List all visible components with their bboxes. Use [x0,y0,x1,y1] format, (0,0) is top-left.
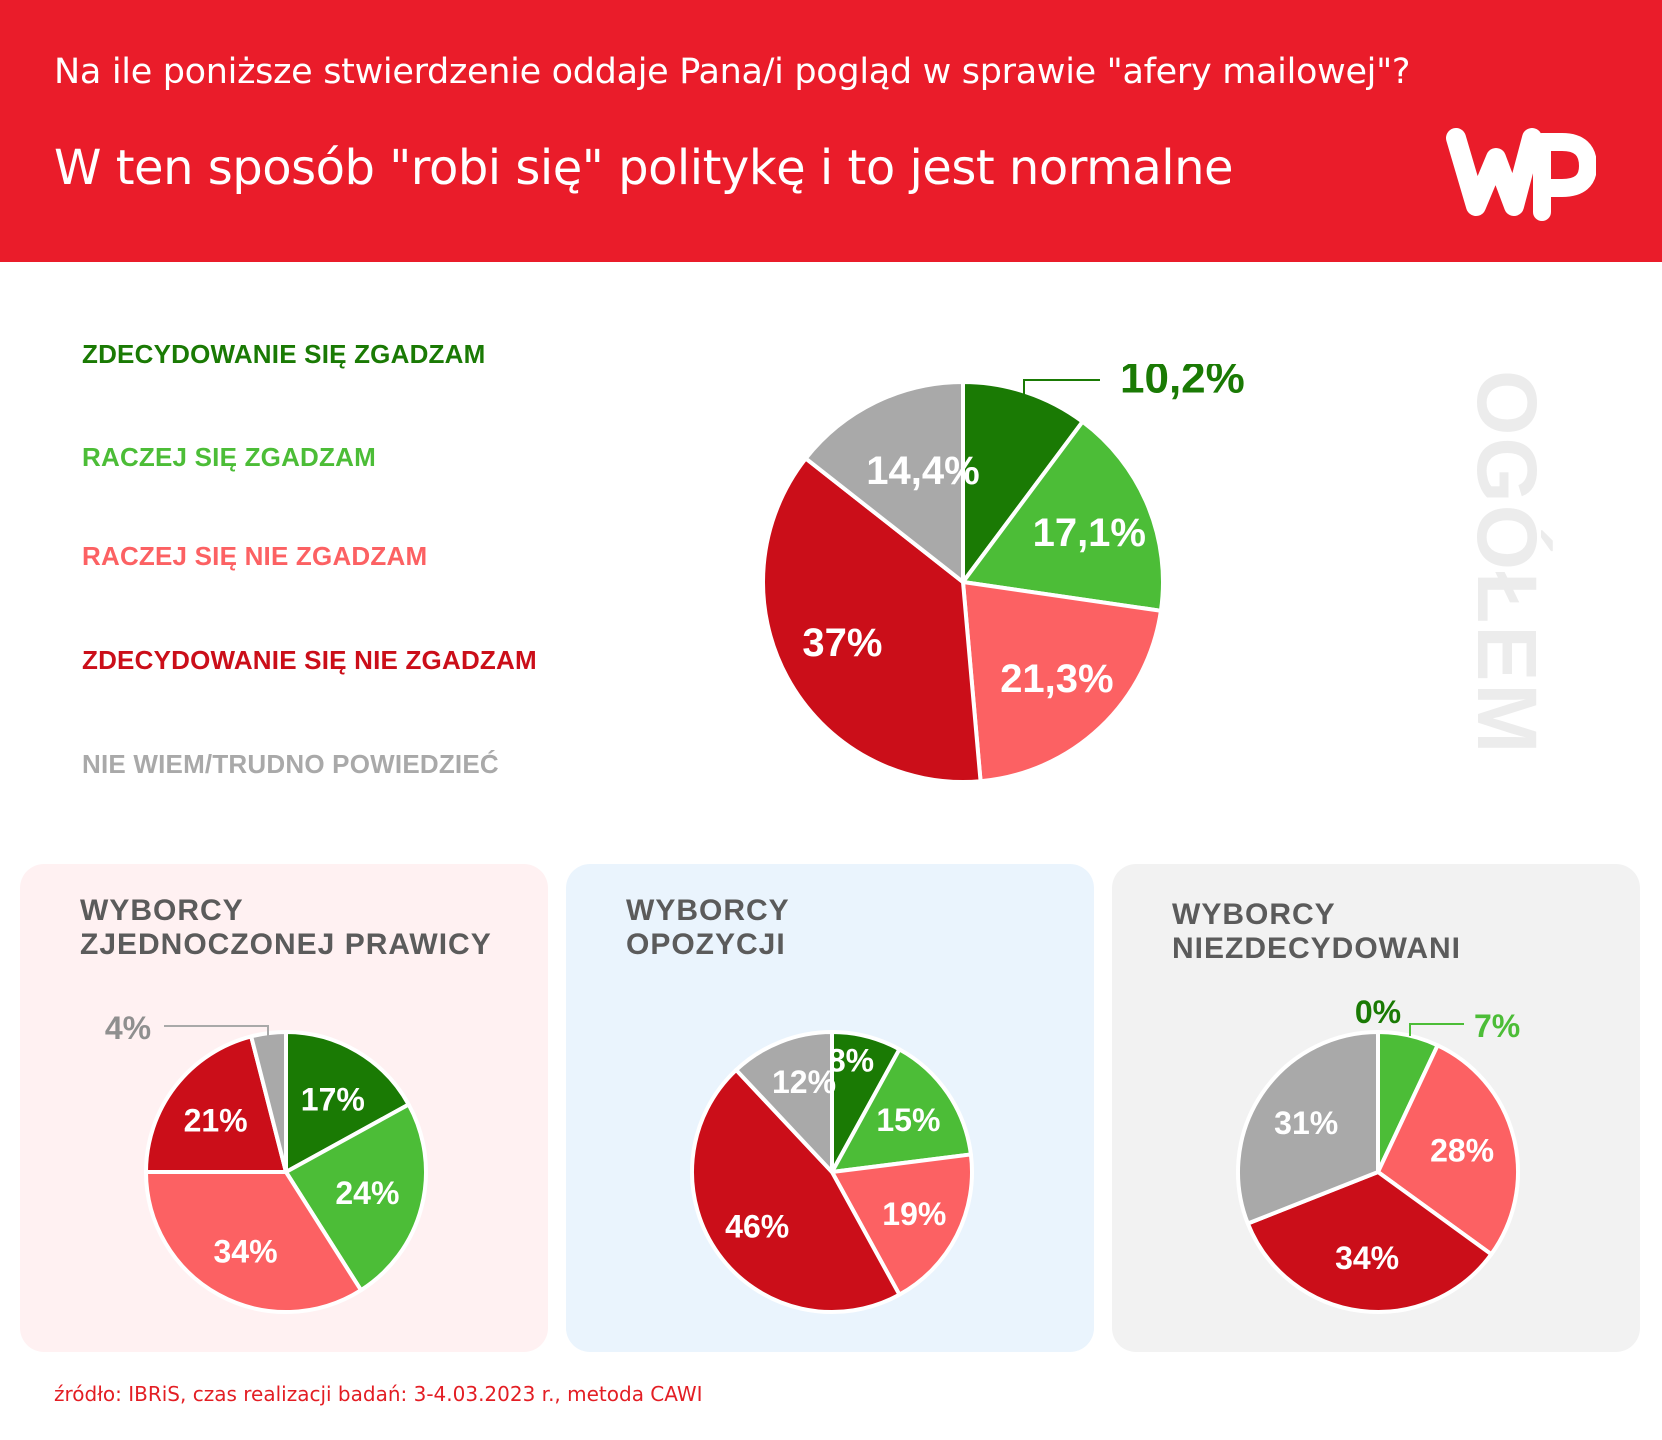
pie-slice-strongly-agree [961,380,1085,584]
legend-item-disagree: RACZEJ SIĘ NIE ZGADZAM [82,541,428,571]
panel-title-line: OPOZYCJI [626,928,786,961]
label-leader-line [1409,1023,1464,1036]
pie-slice-strongly-agree [284,1030,411,1174]
pie-slice-strongly-disagree [144,1034,288,1174]
pie-slice-disagree [830,1152,974,1297]
overall-title: OGÓŁEM [1460,370,1554,755]
pie-label-strongly-disagree: 21% [184,1103,248,1139]
panel-title-line: ZJEDNOCZONEJ PRAWICY [80,928,492,961]
pie-chart-overall: 10,2% 17,1% 21,3% 37% 14,4% [761,364,1245,784]
pie-label-disagree: 21,3% [1000,657,1113,701]
source-note: źródło: IBRiS, czas realizacji badań: 3-… [54,1382,703,1406]
pie-slice-agree [830,1047,973,1174]
pie-label-agree: 15% [876,1102,940,1138]
legend-item-strongly-disagree: ZDECYDOWANIE SIĘ NIE ZGADZAM [82,645,537,675]
pie-chart-opposition-voters: 8%15% 19% 46% 12% [689,1030,974,1314]
legend-item-dont-know: NIE WIEM/TRUDNO POWIEDZIEĆ [82,749,499,779]
wp-logo-icon [1446,128,1596,221]
pie-label-strongly-agree: 17% [301,1082,365,1118]
pie-slice-disagree [961,580,1163,784]
panel-title: WYBORCY NIEZDECYDOWANI [1172,898,1461,966]
pie-slice-strongly-disagree [1245,1170,1494,1314]
pie-slice-disagree [1376,1043,1520,1257]
header-banner: Na ile poniższe stwierdzenie oddaje Pana… [0,0,1662,262]
pie-label-disagree: 34% [213,1234,277,1270]
pie-label-strongly-agree: 10,2% [1120,364,1245,403]
overall-side-label: OGÓŁEM [1460,370,1554,755]
label-leader-line [164,1025,269,1040]
pie-slice-agree [284,1102,428,1293]
pie-slice-strongly-disagree [761,456,983,784]
panel-undecided-voters: 0% 7% 28% 34% 31% WYBORCY NIEZDECYDOWANI [1112,864,1640,1352]
pie-slice-dont-know [734,1030,834,1174]
legend-item-agree: RACZEJ SIĘ ZGADZAM [82,442,376,472]
label-leader-line [1023,379,1100,396]
pie-label-strongly-disagree: 37% [802,621,882,665]
pie-label-disagree: 19% [882,1196,946,1232]
pie-label-strongly-disagree: 34% [1335,1240,1399,1276]
panel-title-line: NIEZDECYDOWANI [1172,932,1462,965]
survey-statement: W ten sposób "robi się" politykę i to je… [54,140,1234,196]
panel-title: WYBORCY OPOZYCJI [626,894,790,962]
pie-slice-dont-know [803,380,965,584]
panel-title-line: WYBORCY [626,894,790,927]
pie-slice-disagree [144,1170,364,1314]
pie-slice-dont-know [1236,1030,1380,1226]
pie-label-agree: 7% [1474,1008,1520,1044]
pie-label-dont-know: 12% [772,1064,836,1100]
pie-chart-undecided-voters: 0% 7% 28% 34% 31% [1236,994,1520,1314]
pie-label-dont-know: 4% [105,1010,151,1046]
pie-label-strongly-disagree: 46% [725,1208,789,1244]
pie-label-dont-know: 31% [1274,1105,1338,1141]
pie-label-disagree: 28% [1430,1132,1494,1168]
panel-opposition-voters: 8% 15% 19% 46% 12% WYBORCY OPOZYCJI [566,864,1094,1352]
panel-zp-voters: 17% 24% 34% 21% 4% WYBORCY ZJEDNOCZONEJ PRAW… [20,864,548,1352]
pie-label-strongly-agree: 0% [1355,994,1401,1030]
pie-label-strongly-agree: 8% [828,1043,874,1079]
pie-slice-agree [961,419,1165,613]
panel-title: WYBORCY ZJEDNOCZONEJ PRAWICY [80,894,492,962]
panel-title-line: WYBORCY [80,894,244,927]
pie-label-dont-know: 14,4% [866,449,979,493]
panel-title-line: WYBORCY [1172,898,1336,931]
pie-label-agree: 24% [335,1175,399,1211]
pie-chart-zp-voters: 17% 24% 34% 21% 4% [105,1010,428,1314]
pie-slice-strongly-disagree [689,1067,902,1314]
pie-label-agree: 17,1% [1033,511,1146,555]
survey-question: Na ile poniższe stwierdzenie oddaje Pana… [54,52,1411,92]
legend-item-strongly-agree: ZDECYDOWANIE SIĘ ZGADZAM [82,339,486,369]
